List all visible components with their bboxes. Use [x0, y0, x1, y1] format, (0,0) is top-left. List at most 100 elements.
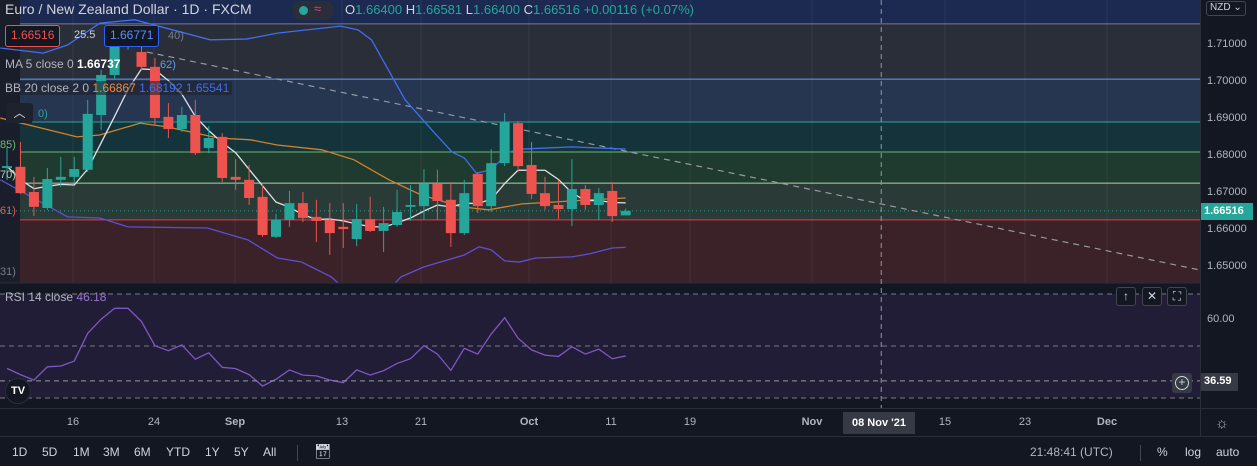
- ma-label: MA 5 close 0: [5, 57, 74, 71]
- price-tick: 1.70000: [1207, 75, 1247, 87]
- time-label: 24: [147, 416, 161, 428]
- candle-down: [190, 115, 201, 154]
- candle-down: [244, 179, 255, 198]
- bb-basis-line: [0, 117, 626, 211]
- crosshair-time-label: 08 Nov '21: [843, 412, 915, 434]
- candle-up: [459, 193, 470, 234]
- bb-lower-line: [0, 179, 626, 293]
- candle-down: [15, 166, 26, 194]
- price-tick: 1.69000: [1207, 112, 1247, 124]
- price-tick: 1.68000: [1207, 149, 1247, 161]
- range-6m[interactable]: 6M: [134, 445, 151, 459]
- tradingview-logo[interactable]: TV: [5, 378, 31, 404]
- time-label: 13: [335, 416, 349, 428]
- candle-up: [109, 46, 120, 75]
- fib-label: 62): [160, 59, 176, 71]
- change-value: +0.00116 (+0.07%): [583, 2, 694, 17]
- price-tick: 1.65000: [1207, 260, 1247, 272]
- bb-lower-value: 1.65541: [185, 81, 230, 95]
- fib-zone: [20, 23, 1200, 80]
- candle-down: [163, 116, 174, 130]
- plus-icon: +: [1175, 376, 1189, 390]
- close-label: C: [523, 2, 534, 17]
- time-label: Dec: [1096, 416, 1118, 428]
- divider: [297, 445, 298, 461]
- move-pane-up-button[interactable]: ↑: [1116, 287, 1136, 306]
- candle-up: [96, 75, 107, 115]
- ohlc-readout: O1.66400 H1.66581 L1.66400 C1.66516 +0.0…: [345, 2, 694, 17]
- low-value: 1.66400: [473, 2, 520, 17]
- range-3m[interactable]: 3M: [103, 445, 120, 459]
- candle-down: [28, 192, 39, 207]
- bb-legend[interactable]: BB 20 close 2 0 1.66867 1.68192 1.65541: [5, 81, 233, 95]
- candle-up: [42, 179, 53, 208]
- candle-up: [593, 193, 604, 205]
- time-axis[interactable]: [0, 408, 1257, 437]
- range-5d[interactable]: 5D: [42, 445, 58, 459]
- fib-zone: [20, 152, 1200, 184]
- range-ytd[interactable]: YTD: [166, 445, 190, 459]
- time-label: 19: [683, 416, 697, 428]
- candle-down: [338, 226, 349, 230]
- buy-button[interactable]: 1.66771: [104, 25, 160, 47]
- rsi-value: 46.18: [76, 290, 107, 304]
- rsi-legend[interactable]: RSI 14 close 46.18: [5, 290, 106, 304]
- time-label: Sep: [224, 416, 246, 428]
- range-1d[interactable]: 1D: [12, 445, 28, 459]
- range-1m[interactable]: 1M: [73, 445, 90, 459]
- price-tick: 1.66000: [1207, 223, 1247, 235]
- candle-up: [271, 219, 281, 237]
- candle-up: [69, 169, 80, 177]
- fib-label: 31): [0, 266, 16, 278]
- percent-toggle[interactable]: %: [1157, 445, 1168, 459]
- range-1y[interactable]: 1Y: [205, 445, 220, 459]
- crosshair: [0, 0, 1200, 408]
- currency-dropdown[interactable]: NZD ⌄: [1206, 1, 1246, 16]
- maximize-pane-button[interactable]: ⛶: [1167, 287, 1187, 306]
- collapse-legend-button[interactable]: ︿: [6, 103, 33, 123]
- candle-down: [297, 203, 308, 218]
- candle-down: [365, 219, 376, 231]
- candle-up: [566, 189, 577, 210]
- open-value: 1.66400: [355, 2, 403, 17]
- close-value: 1.66516: [533, 2, 581, 17]
- time-label: 21: [414, 416, 428, 428]
- candle-down: [526, 165, 537, 194]
- clock[interactable]: 21:48:41 (UTC): [1030, 445, 1113, 459]
- fib-label: 0): [38, 108, 48, 120]
- ma-legend[interactable]: MA 5 close 0 1.66737: [5, 57, 120, 71]
- chart-canvas[interactable]: [0, 0, 1200, 408]
- calendar-goto-icon[interactable]: 📅︎: [314, 443, 332, 459]
- candle-down: [513, 123, 524, 167]
- time-label: 16: [66, 416, 80, 428]
- auto-toggle[interactable]: auto: [1216, 445, 1240, 459]
- rsi-pane: [0, 282, 1200, 408]
- rsi-label: RSI 14 close: [5, 290, 74, 304]
- fib-retracement[interactable]: [0, 0, 1200, 283]
- candle-down: [580, 189, 591, 205]
- range-all[interactable]: All: [263, 445, 277, 459]
- candle-down: [553, 205, 564, 210]
- add-level-button[interactable]: +: [1172, 373, 1192, 393]
- spread-value: 25.5: [74, 29, 96, 41]
- candle-down: [217, 136, 228, 178]
- close-pane-button[interactable]: ✕: [1142, 287, 1162, 306]
- symbol-title[interactable]: Euro / New Zealand Dollar · 1D · FXCM: [5, 1, 252, 17]
- time-label: Oct: [519, 416, 539, 428]
- bb-basis-value: 1.66867: [92, 81, 136, 95]
- candle-down: [311, 216, 322, 221]
- status-badges[interactable]: ≈: [292, 1, 334, 20]
- time-label: 11: [605, 416, 617, 428]
- candle-up: [405, 205, 416, 207]
- low-label: L: [465, 2, 473, 17]
- candle-up: [392, 212, 403, 225]
- fib-label: 40): [168, 30, 184, 42]
- bb-upper-value: 1.68192: [139, 81, 183, 95]
- divider: [1140, 445, 1141, 461]
- crosshair-rsi-label: 36.59: [1201, 373, 1238, 391]
- price-tick: 1.67000: [1207, 186, 1247, 198]
- sell-button[interactable]: 1.66516: [5, 25, 61, 47]
- range-5y[interactable]: 5Y: [234, 445, 249, 459]
- settings-icon[interactable]: ☼: [1215, 415, 1229, 432]
- log-toggle[interactable]: log: [1185, 445, 1202, 459]
